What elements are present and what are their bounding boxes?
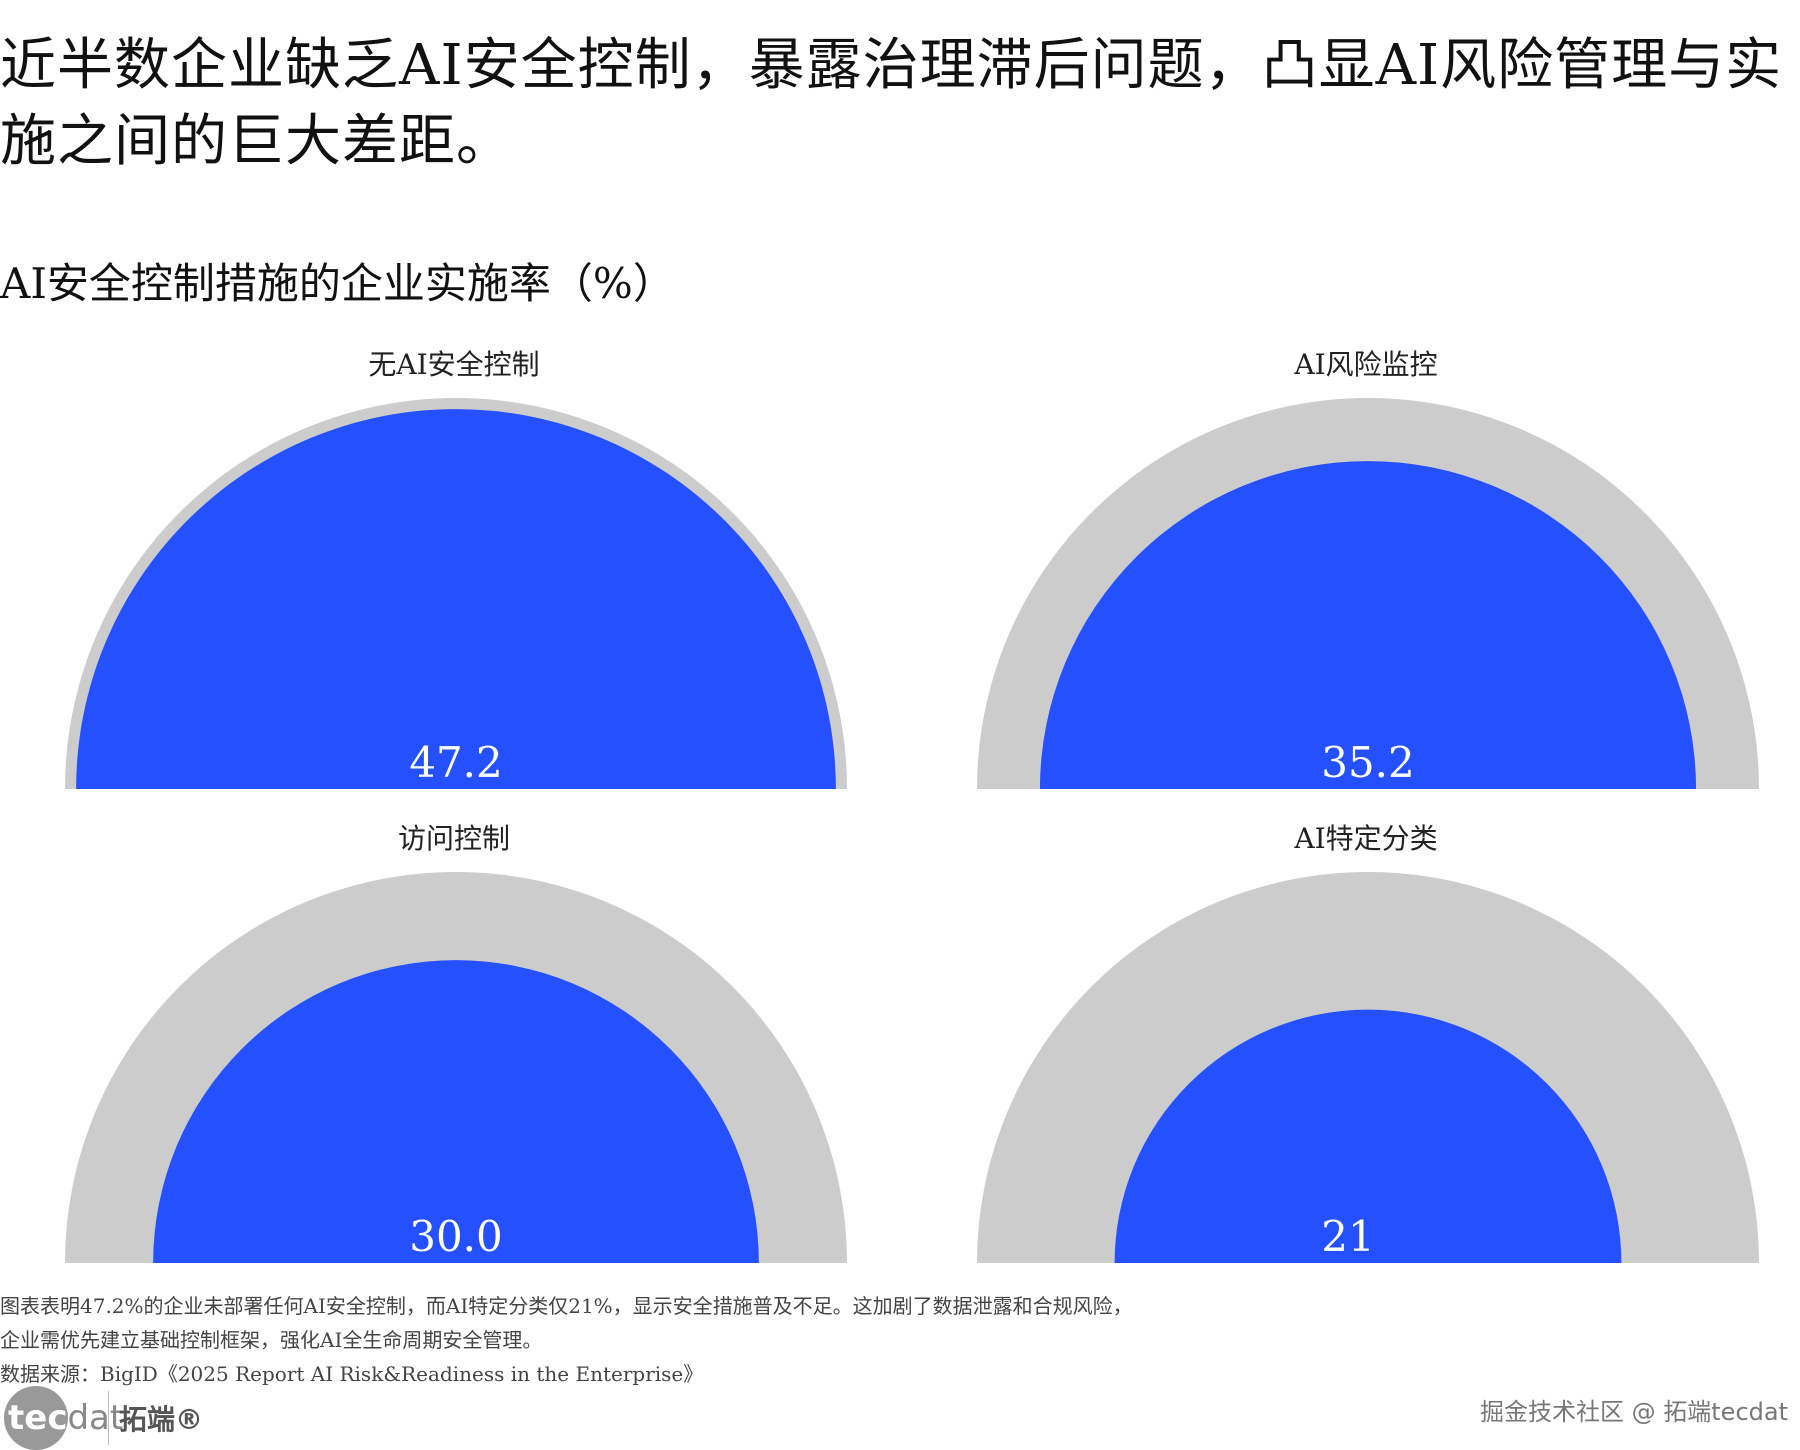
gauge-value-fill [1114, 1009, 1622, 1263]
gauge-value-fill [76, 409, 836, 789]
watermark: 掘金技术社区 @ 拓端tecdat [1480, 1398, 1788, 1426]
gauge-value-label: 35.2 [1321, 738, 1415, 787]
data-source: 数据来源：BigID《2025 Report AI Risk&Readiness… [0, 1362, 704, 1386]
gauge-value-fill [1039, 461, 1697, 789]
gauge-label: AI风险监控 [1293, 348, 1437, 381]
gauge-3: 访问控制 30.0 [65, 822, 847, 1263]
chart-note-line2: 企业需优先建立基础控制框架，强化AI全生命周期安全管理。 [0, 1328, 543, 1352]
gauge-value-label: 47.2 [409, 738, 503, 787]
chart-title: AI安全控制措施的企业实施率（%） [0, 259, 675, 308]
gauge-value-label: 21 [1321, 1212, 1374, 1261]
logo-cn-text: 拓端® [119, 1403, 204, 1436]
gauge-chart: 无AI安全控制 47.2 AI风险监控 35.2 访问控制 30.0 AI特定分类 21 [65, 348, 1759, 1263]
logo-mark: tec dat [4, 1386, 123, 1450]
chart-note-line1: 图表表明47.2%的企业未部署任何AI安全控制，而AI特定分类仅21%，显示安全… [0, 1294, 1133, 1318]
gauge-label: 无AI安全控制 [368, 348, 539, 381]
gauge-value-fill [153, 960, 759, 1263]
gauge-label: AI特定分类 [1293, 822, 1437, 855]
gauge-1: 无AI安全控制 47.2 [65, 348, 847, 789]
gauge-value-label: 30.0 [409, 1212, 503, 1261]
page-title: 近半数企业缺乏AI安全控制，暴露治理滞后问题，凸显AI风险管理与实施之间的巨大差… [0, 33, 1783, 174]
gauge-2: AI风险监控 35.2 [977, 348, 1759, 789]
gauge-label: 访问控制 [398, 822, 510, 855]
gauge-4: AI特定分类 21 [977, 822, 1759, 1263]
tecdat-logo: tec dat 拓端® [4, 1386, 204, 1450]
logo-divider [108, 1391, 109, 1445]
